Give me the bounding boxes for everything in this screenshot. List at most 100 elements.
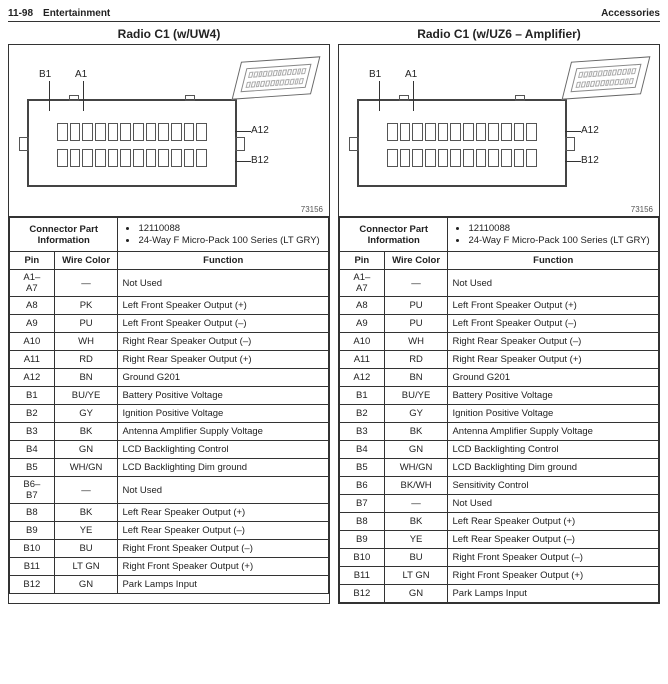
pin-label: A1 bbox=[405, 69, 417, 80]
connector-info-label: Connector Part Information bbox=[340, 218, 448, 252]
function-cell: Left Front Speaker Output (+) bbox=[118, 297, 329, 315]
table-row: A12BNGround G201 bbox=[340, 369, 659, 387]
table-row: B7—Not Used bbox=[340, 495, 659, 513]
pin-cell: A9 bbox=[340, 315, 385, 333]
header-right: Accessories bbox=[601, 8, 660, 19]
function-cell: Left Front Speaker Output (–) bbox=[118, 315, 329, 333]
table-row: B9YELeft Rear Speaker Output (–) bbox=[10, 522, 329, 540]
wire-color-cell: BK bbox=[384, 513, 448, 531]
left-column: Radio C1 (w/UW4) B1A1A12B1273156 Connect… bbox=[8, 44, 330, 604]
col-header: Wire Color bbox=[384, 252, 448, 270]
pin-cell: B4 bbox=[10, 441, 55, 459]
pin-cell: A1– A7 bbox=[10, 270, 55, 297]
pin-cell: B5 bbox=[340, 459, 385, 477]
function-cell: Not Used bbox=[118, 477, 329, 504]
function-cell: Battery Positive Voltage bbox=[118, 387, 329, 405]
left-tbody: Connector Part Information1211008824-Way… bbox=[10, 218, 329, 594]
table-row: A9PULeft Front Speaker Output (–) bbox=[340, 315, 659, 333]
function-cell: Sensitivity Control bbox=[448, 477, 659, 495]
pin-cell: B3 bbox=[10, 423, 55, 441]
pin-label: B12 bbox=[581, 155, 599, 166]
pin-label: B1 bbox=[39, 69, 51, 80]
table-row: A1– A7—Not Used bbox=[340, 270, 659, 297]
pin-label: A12 bbox=[581, 125, 599, 136]
wire-color-cell: RD bbox=[54, 351, 118, 369]
table-row: A1– A7—Not Used bbox=[10, 270, 329, 297]
col-header: Function bbox=[448, 252, 659, 270]
wire-color-cell: GY bbox=[54, 405, 118, 423]
table-row: B6– B7—Not Used bbox=[10, 477, 329, 504]
pin-cell: B10 bbox=[10, 540, 55, 558]
wire-color-cell: PU bbox=[54, 315, 118, 333]
wire-color-cell: YE bbox=[54, 522, 118, 540]
table-row: B3BKAntenna Amplifier Supply Voltage bbox=[10, 423, 329, 441]
wire-color-cell: GN bbox=[384, 441, 448, 459]
table-row: B5WH/GNLCD Backlighting Dim ground bbox=[10, 459, 329, 477]
wire-color-cell: YE bbox=[384, 531, 448, 549]
table-row: B6BK/WHSensitivity Control bbox=[340, 477, 659, 495]
wire-color-cell: LT GN bbox=[384, 567, 448, 585]
pin-cell: A10 bbox=[10, 333, 55, 351]
wire-color-cell: GN bbox=[384, 585, 448, 603]
function-cell: Left Rear Speaker Output (–) bbox=[118, 522, 329, 540]
function-cell: Ignition Positive Voltage bbox=[448, 405, 659, 423]
diagram-ref: 73156 bbox=[301, 205, 323, 214]
function-cell: Right Rear Speaker Output (+) bbox=[448, 351, 659, 369]
wire-color-cell: WH/GN bbox=[54, 459, 118, 477]
right-diagram: B1A1A12B1273156 bbox=[339, 45, 659, 217]
table-row: B8BKLeft Rear Speaker Output (+) bbox=[10, 504, 329, 522]
table-row: B12GNPark Lamps Input bbox=[10, 576, 329, 594]
wire-color-cell: BK bbox=[384, 423, 448, 441]
connector-face bbox=[27, 99, 237, 187]
table-row: B2GYIgnition Positive Voltage bbox=[340, 405, 659, 423]
wire-color-cell: BN bbox=[384, 369, 448, 387]
pin-cell: A8 bbox=[10, 297, 55, 315]
function-cell: LCD Backlighting Control bbox=[118, 441, 329, 459]
pin-cell: A12 bbox=[340, 369, 385, 387]
pin-label: A12 bbox=[251, 125, 269, 136]
function-cell: Left Rear Speaker Output (+) bbox=[448, 513, 659, 531]
left-table: Connector Part Information1211008824-Way… bbox=[9, 217, 329, 594]
table-row: A9PULeft Front Speaker Output (–) bbox=[10, 315, 329, 333]
table-row: B3BKAntenna Amplifier Supply Voltage bbox=[340, 423, 659, 441]
function-cell: Left Front Speaker Output (+) bbox=[448, 297, 659, 315]
wire-color-cell: GN bbox=[54, 576, 118, 594]
table-row: B4GNLCD Backlighting Control bbox=[340, 441, 659, 459]
right-tbody: Connector Part Information1211008824-Way… bbox=[340, 218, 659, 603]
pin-label: A1 bbox=[75, 69, 87, 80]
left-title: Radio C1 (w/UW4) bbox=[9, 23, 329, 47]
table-row: A11RDRight Rear Speaker Output (+) bbox=[340, 351, 659, 369]
right-title: Radio C1 (w/UZ6 – Amplifier) bbox=[339, 23, 659, 47]
function-cell: Right Rear Speaker Output (+) bbox=[118, 351, 329, 369]
table-row: A10WHRight Rear Speaker Output (–) bbox=[10, 333, 329, 351]
connector-partnum: 12110088 bbox=[138, 223, 322, 234]
pin-cell: B11 bbox=[340, 567, 385, 585]
function-cell: Ignition Positive Voltage bbox=[118, 405, 329, 423]
table-row: A8PULeft Front Speaker Output (+) bbox=[340, 297, 659, 315]
function-cell: Antenna Amplifier Supply Voltage bbox=[118, 423, 329, 441]
function-cell: Right Rear Speaker Output (–) bbox=[118, 333, 329, 351]
function-cell: Left Rear Speaker Output (–) bbox=[448, 531, 659, 549]
wire-color-cell: BN bbox=[54, 369, 118, 387]
pin-cell: A8 bbox=[340, 297, 385, 315]
pin-cell: A11 bbox=[340, 351, 385, 369]
table-row: B8BKLeft Rear Speaker Output (+) bbox=[340, 513, 659, 531]
pin-cell: B6 bbox=[340, 477, 385, 495]
function-cell: Right Rear Speaker Output (–) bbox=[448, 333, 659, 351]
pin-cell: A12 bbox=[10, 369, 55, 387]
connector-partnum: 12110088 bbox=[468, 223, 652, 234]
table-row: B2GYIgnition Positive Voltage bbox=[10, 405, 329, 423]
function-cell: Not Used bbox=[448, 495, 659, 513]
wire-color-cell: BU bbox=[54, 540, 118, 558]
pin-cell: B9 bbox=[340, 531, 385, 549]
wire-color-cell: BK bbox=[54, 504, 118, 522]
wire-color-cell: — bbox=[384, 270, 448, 297]
pin-cell: B8 bbox=[340, 513, 385, 531]
header-left: 11-98 Entertainment bbox=[8, 8, 110, 19]
table-row: B1BU/YEBattery Positive Voltage bbox=[10, 387, 329, 405]
function-cell: LCD Backlighting Dim ground bbox=[448, 459, 659, 477]
right-table: Connector Part Information1211008824-Way… bbox=[339, 217, 659, 603]
pin-cell: B1 bbox=[340, 387, 385, 405]
function-cell: Park Lamps Input bbox=[118, 576, 329, 594]
wire-color-cell: GY bbox=[384, 405, 448, 423]
